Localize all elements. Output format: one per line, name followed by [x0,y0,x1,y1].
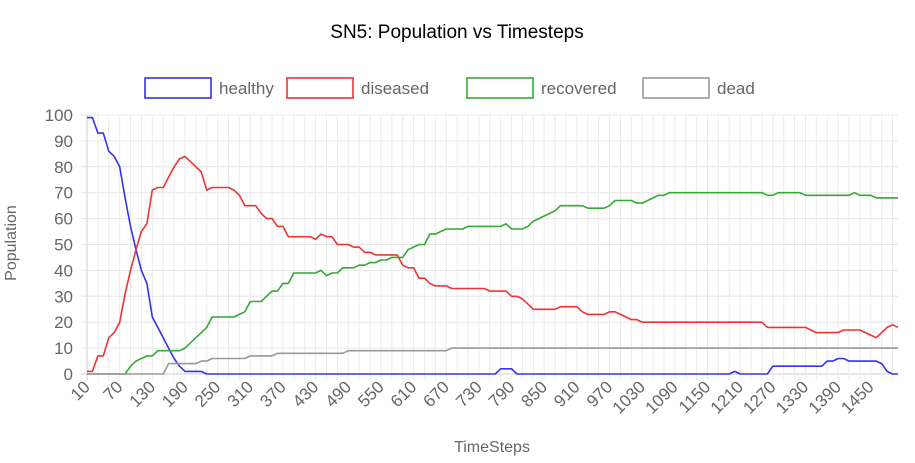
x-tick-label: 70 [100,377,127,404]
x-tick-label: 1030 [609,377,649,417]
y-tick-label: 50 [54,236,73,255]
chart-title: SN5: Population vs Timesteps [330,22,583,43]
legend-item-healthy[interactable]: healthy [144,77,274,99]
y-tick-label: 100 [45,106,73,125]
y-axis-ticks: 0 10 20 30 40 50 60 70 80 90 100 [45,106,73,384]
y-tick-label: 80 [54,158,73,177]
x-tick-label: 670 [420,377,453,410]
legend-label: healthy [219,79,274,98]
x-tick-label: 1270 [739,377,779,417]
legend-swatch [466,77,534,99]
series-lines [87,116,899,375]
y-tick-label: 70 [54,184,73,203]
series-line-recovered [87,191,898,375]
x-tick-label: 430 [289,377,322,410]
x-tick-label: 310 [224,377,257,410]
x-tick-label: 1210 [707,377,747,417]
series-line-dead [87,347,898,375]
legend-swatch [286,77,354,99]
y-tick-label: 30 [54,287,73,306]
x-tick-label: 490 [322,377,355,410]
x-tick-label: 730 [452,377,485,410]
y-tick-label: 10 [54,339,73,358]
legend[interactable]: healthy diseased recovered dead [144,77,755,99]
legend-label: diseased [361,79,429,98]
x-tick-label: 130 [126,377,159,410]
x-axis-ticks: 10 70 130 190 250 310 370 430 490 550 610 670 730 790… [67,377,878,417]
x-axis-title: TimeSteps [454,439,530,456]
x-tick-label: 190 [158,377,191,410]
legend-swatch [144,77,212,99]
legend-item-dead[interactable]: dead [642,77,755,99]
x-tick-label: 1090 [641,377,681,417]
legend-item-recovered[interactable]: recovered [466,77,617,99]
x-tick-label: 1330 [772,377,812,417]
legend-label: recovered [541,79,617,98]
y-axis-title: Population [3,205,20,281]
x-tick-label: 610 [387,377,420,410]
x-tick-label: 1150 [675,377,714,416]
series-line-healthy [87,116,898,375]
x-tick-label: 1450 [837,377,877,417]
legend-item-diseased[interactable]: diseased [286,77,429,99]
x-tick-label: 550 [354,377,387,410]
y-tick-label: 40 [54,261,73,280]
series-line-diseased [87,155,899,373]
x-tick-label: 850 [518,377,551,410]
y-tick-label: 0 [64,365,73,384]
y-tick-label: 90 [54,132,73,151]
y-tick-label: 60 [54,210,73,229]
x-tick-label: 250 [191,377,224,410]
y-tick-label: 20 [54,313,73,332]
gridlines [81,114,898,380]
x-tick-label: 910 [550,377,583,410]
x-tick-label: 1390 [805,377,845,417]
x-tick-label: 790 [485,377,518,410]
x-tick-label: 370 [256,377,289,410]
legend-swatch [642,77,710,99]
legend-label: dead [717,79,755,98]
